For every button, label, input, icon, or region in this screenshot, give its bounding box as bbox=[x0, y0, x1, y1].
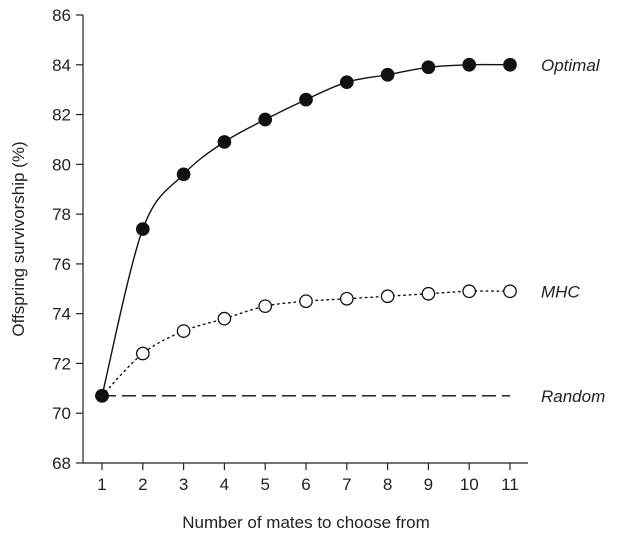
data-point-optimal bbox=[217, 135, 232, 149]
series-label-mhc: MHC bbox=[541, 282, 580, 301]
x-tick-label: 2 bbox=[138, 475, 147, 494]
x-tick-label: 6 bbox=[301, 475, 310, 494]
y-tick-label: 70 bbox=[52, 404, 71, 423]
x-tick-label: 4 bbox=[220, 475, 229, 494]
y-tick-label: 76 bbox=[52, 255, 71, 274]
y-tick-label: 82 bbox=[52, 106, 71, 125]
x-tick-label: 5 bbox=[260, 475, 269, 494]
data-point-optimal bbox=[95, 388, 109, 403]
y-tick-label: 74 bbox=[52, 305, 71, 324]
data-point-optimal bbox=[135, 222, 150, 236]
data-point-mhc bbox=[135, 346, 150, 361]
x-tick-label: 8 bbox=[383, 475, 392, 494]
x-tick-label: 11 bbox=[501, 475, 519, 494]
y-tick-label: 86 bbox=[52, 6, 71, 25]
y-axis-title: Offspring survivorship (%) bbox=[9, 141, 28, 336]
data-point-mhc bbox=[258, 299, 273, 314]
x-tick-label: 9 bbox=[424, 475, 433, 494]
data-point-optimal bbox=[339, 75, 354, 90]
series-line-optimal bbox=[101, 63, 511, 396]
y-tick-label: 72 bbox=[52, 354, 71, 373]
data-point-optimal bbox=[380, 67, 395, 82]
data-point-mhc bbox=[503, 284, 517, 299]
data-point-optimal bbox=[176, 167, 191, 182]
x-axis-title: Number of mates to choose from bbox=[182, 513, 430, 532]
data-point-optimal bbox=[421, 60, 436, 75]
data-point-mhc bbox=[421, 286, 436, 301]
data-point-optimal bbox=[462, 57, 477, 72]
data-point-mhc bbox=[339, 291, 354, 306]
data-point-mhc bbox=[299, 294, 313, 309]
data-point-mhc bbox=[380, 289, 395, 304]
series-label-random: Random bbox=[541, 387, 605, 406]
y-tick-label: 78 bbox=[52, 205, 71, 224]
data-point-mhc bbox=[176, 324, 191, 338]
data-point-optimal bbox=[258, 112, 273, 127]
series-label-optimal: Optimal bbox=[541, 56, 601, 75]
x-tick-label: 1 bbox=[97, 475, 106, 494]
series-layer: Optimal MHC Random bbox=[95, 56, 605, 406]
x-tick-label: 7 bbox=[342, 475, 351, 494]
y-tick-label: 84 bbox=[52, 56, 71, 75]
y-tick-label: 80 bbox=[52, 155, 71, 174]
x-tick-label: 10 bbox=[460, 475, 479, 494]
x-tick-label: 3 bbox=[179, 475, 188, 494]
y-tick-label: 68 bbox=[52, 454, 71, 473]
data-point-mhc bbox=[217, 311, 232, 326]
data-point-optimal bbox=[503, 57, 517, 72]
data-point-optimal bbox=[299, 92, 313, 107]
data-point-mhc bbox=[462, 284, 477, 299]
